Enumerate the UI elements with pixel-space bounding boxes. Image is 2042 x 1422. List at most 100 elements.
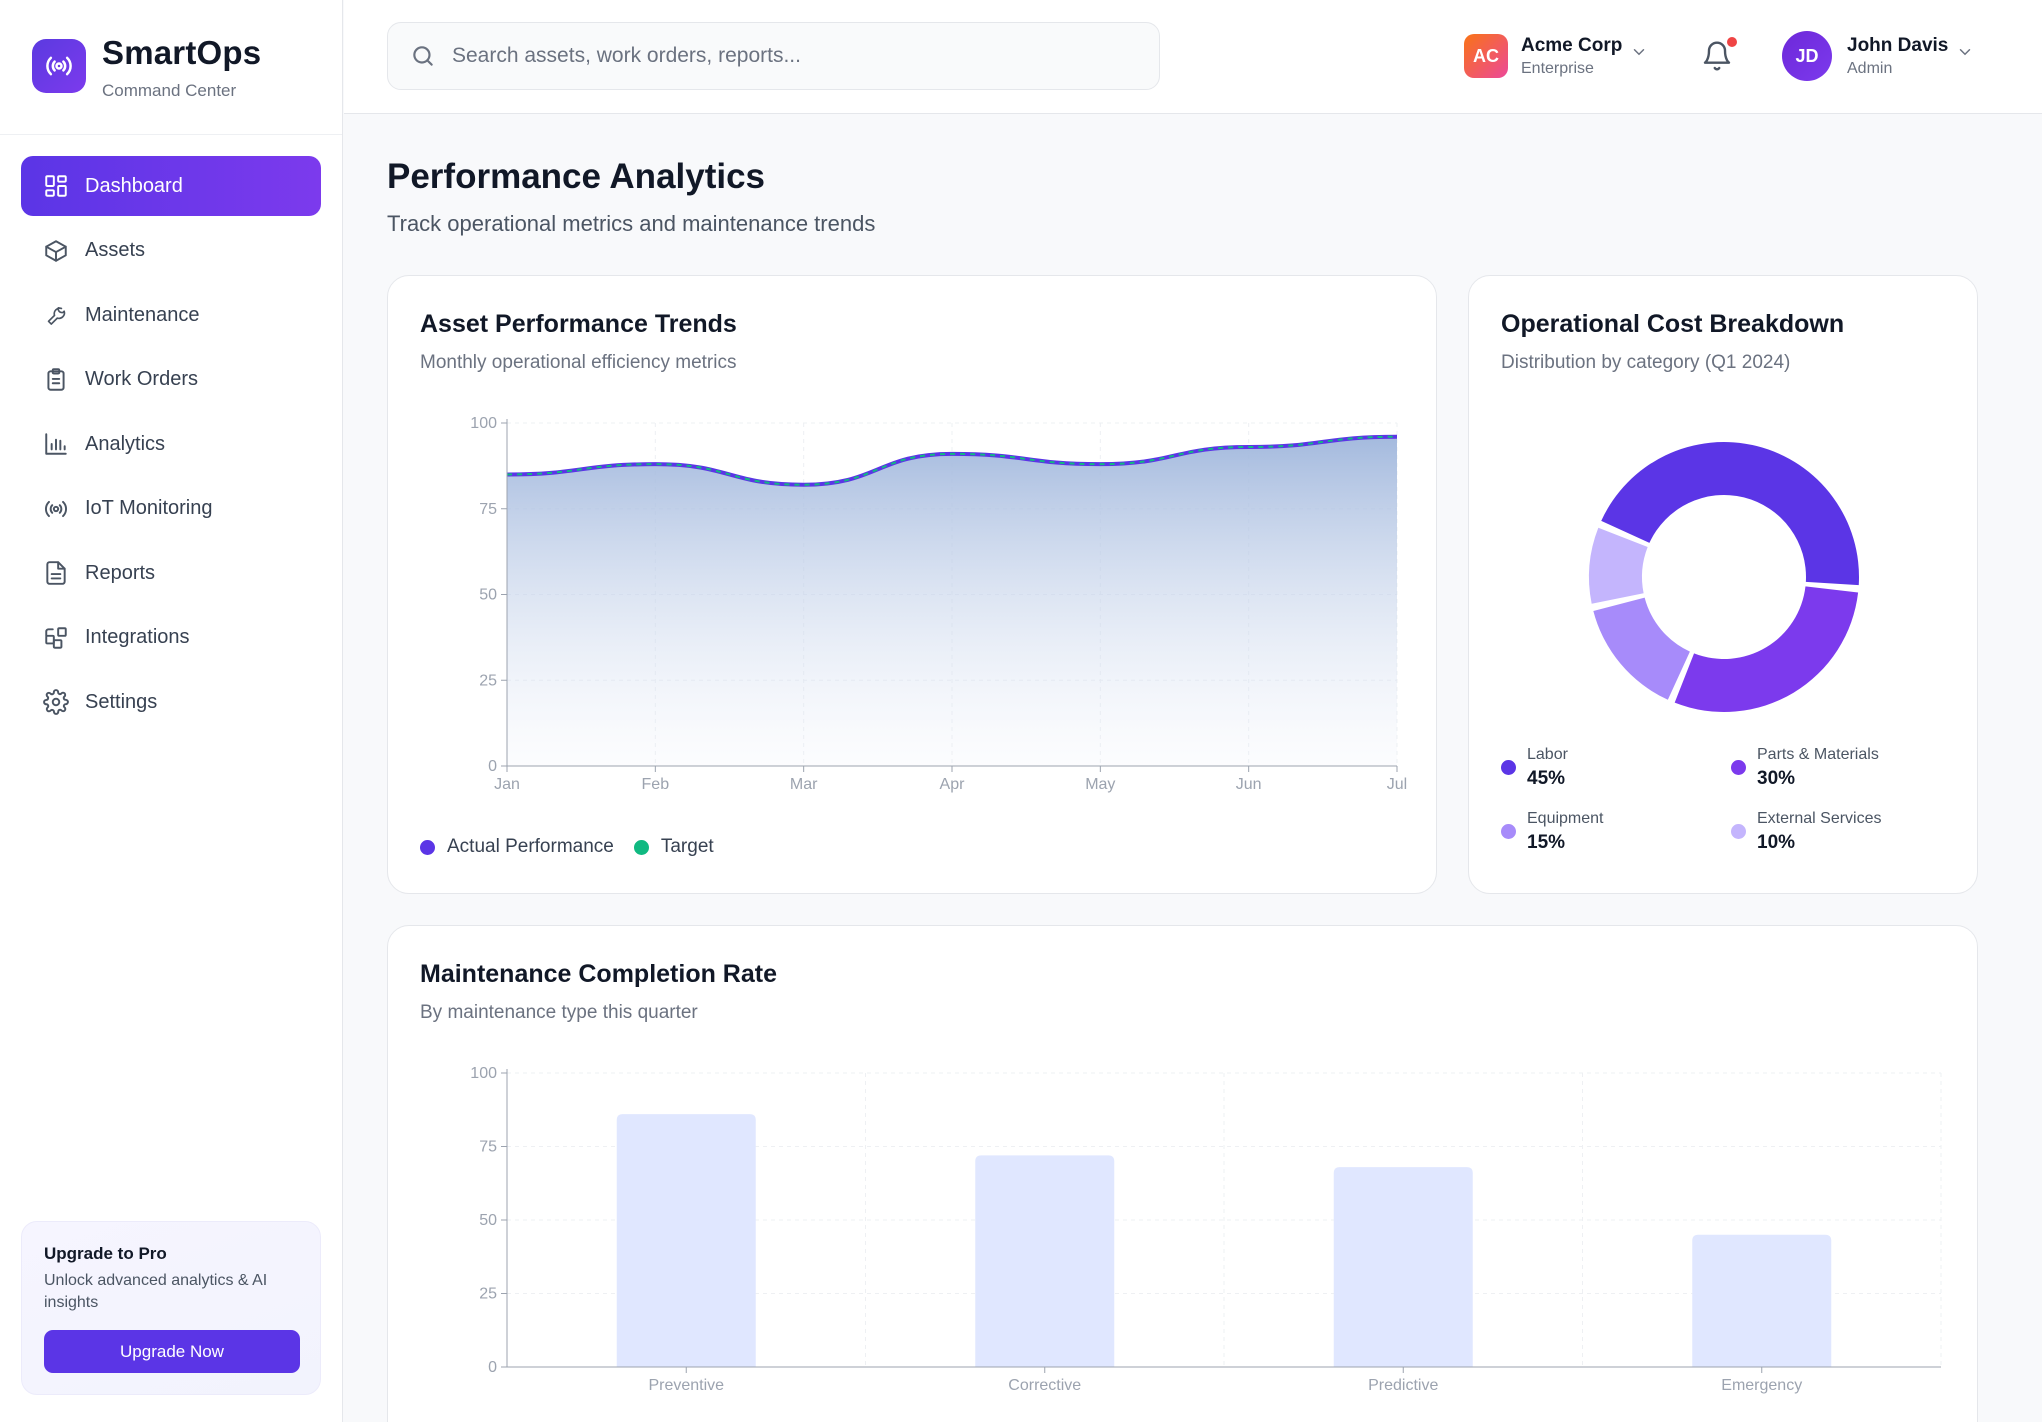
legend-label: External Services	[1757, 810, 1882, 827]
donut-slice-parts-materials	[1674, 586, 1859, 712]
sidebar-item-label: Work Orders	[85, 368, 198, 390]
search-input[interactable]	[452, 44, 1132, 68]
search-icon	[413, 46, 433, 66]
page-title: Performance Analytics	[387, 157, 766, 196]
legend-dot	[1501, 760, 1516, 775]
sidebar-item-label: Reports	[85, 561, 156, 584]
upgrade-title: Upgrade to Pro	[44, 1244, 167, 1263]
x-tick-label: Jul	[1387, 776, 1407, 793]
legend-item-actual[interactable]: Actual Performance	[420, 836, 614, 858]
x-tick-label: Corrective	[1008, 1377, 1081, 1394]
x-tick-label: May	[1085, 776, 1115, 793]
legend-label: Actual Performance	[447, 836, 614, 857]
brand-title: SmartOps	[102, 34, 262, 71]
bar-chart-icon	[43, 431, 69, 457]
y-tick-label: 75	[479, 501, 497, 518]
cost-donut-chart	[1589, 441, 1859, 712]
card-subtitle: Distribution by category (Q1 2024)	[1501, 352, 1791, 373]
y-tick-label: 50	[479, 1212, 497, 1229]
legend-value: 15%	[1527, 832, 1566, 853]
legend-item-target[interactable]: Target	[633, 836, 714, 858]
legend-label: Target	[660, 836, 714, 857]
brand: SmartOps Command Center	[0, 0, 342, 135]
donut-slice-equipment	[1593, 597, 1690, 700]
x-tick-label: Feb	[642, 776, 670, 793]
sidebar-item-settings[interactable]: Settings	[21, 672, 321, 732]
legend-item-external-services[interactable]: External Services 10%	[1731, 810, 1951, 854]
x-tick-label: Apr	[940, 776, 966, 793]
legend-dot	[420, 839, 435, 855]
legend-text: Parts & Materials 30%	[1757, 746, 1879, 790]
legend-dot	[1731, 760, 1746, 775]
bar-predictive	[1333, 1167, 1473, 1367]
box-icon	[43, 238, 69, 264]
legend-dot	[1501, 824, 1516, 839]
y-tick-label: 0	[488, 758, 497, 775]
sidebar-item-dashboard[interactable]: Dashboard	[21, 156, 321, 216]
donut-slice-labor	[1601, 441, 1859, 586]
legend-value: 30%	[1757, 768, 1796, 789]
broadcast-icon	[43, 496, 69, 522]
bar-emergency	[1692, 1234, 1832, 1367]
sidebar-item-label: Settings	[85, 690, 158, 713]
card-title: Operational Cost Breakdown	[1501, 310, 1845, 338]
sidebar-item-maintenance[interactable]: Maintenance	[21, 285, 321, 345]
broadcast-logo-icon[interactable]	[32, 39, 86, 93]
org-avatar: AC	[1464, 34, 1508, 78]
org-name: Acme Corp	[1521, 34, 1623, 56]
upgrade-card: Upgrade to Pro Unlock advanced analytics…	[21, 1221, 321, 1395]
upgrade-description: Unlock advanced analytics & AI insights	[44, 1272, 268, 1311]
donut-slice-external-services	[1589, 527, 1648, 604]
legend-dot	[633, 839, 649, 855]
legend-item-equipment[interactable]: Equipment 15%	[1501, 810, 1721, 854]
puzzle-icon	[43, 625, 69, 651]
performance-area-chart: 0 25 50 75 100 Jan Feb Mar Apr May Jun Jul	[470, 415, 1407, 793]
legend-item-parts-materials[interactable]: Parts & Materials 30%	[1731, 746, 1951, 790]
card-subtitle: By maintenance type this quarter	[420, 1002, 698, 1023]
y-tick-label: 25	[479, 672, 497, 689]
x-tick-label: Emergency	[1721, 1377, 1802, 1394]
gear-icon	[43, 689, 69, 715]
sidebar-item-integrations[interactable]: Integrations	[21, 608, 321, 668]
org-switcher[interactable]: AC Acme Corp Enterprise	[1464, 34, 1648, 78]
sidebar-item-label: Integrations	[85, 626, 190, 648]
sidebar-item-assets[interactable]: Assets	[21, 221, 321, 281]
card-title: Maintenance Completion Rate	[420, 960, 777, 988]
legend-item-labor[interactable]: Labor 45%	[1501, 746, 1721, 790]
dashboard-icon	[43, 173, 69, 199]
x-tick-label: Jan	[494, 776, 520, 793]
sidebar-item-work-orders[interactable]: Work Orders	[21, 350, 321, 410]
bar-corrective	[975, 1155, 1115, 1367]
y-tick-label: 75	[479, 1139, 497, 1156]
document-icon	[43, 560, 69, 586]
notification-badge	[1727, 37, 1737, 47]
user-name: John Davis	[1847, 34, 1949, 56]
sidebar-item-analytics[interactable]: Analytics	[21, 414, 321, 474]
legend-dot	[1731, 824, 1746, 839]
bell-icon[interactable]	[1701, 40, 1733, 72]
x-tick-label: Mar	[790, 776, 818, 793]
sidebar-item-label: IoT Monitoring	[85, 497, 213, 519]
y-tick-label: 50	[479, 587, 497, 604]
search-bar[interactable]	[387, 22, 1160, 90]
x-tick-label: Preventive	[648, 1377, 724, 1394]
user-role: Admin	[1847, 59, 1893, 77]
legend-label: Equipment	[1527, 810, 1604, 827]
x-tick-label: Predictive	[1368, 1377, 1438, 1394]
org-text: Acme Corp Enterprise	[1521, 35, 1622, 78]
legend-text: Labor 45%	[1527, 746, 1568, 790]
y-tick-label: 100	[470, 1065, 497, 1082]
sidebar: SmartOps Command Center Dashboard Assets M…	[0, 0, 343, 1422]
chart-legend: Actual Performance Target	[420, 836, 734, 858]
legend-value: 45%	[1527, 768, 1566, 789]
wrench-icon	[43, 302, 69, 328]
chevron-down-icon	[1634, 49, 1645, 56]
sidebar-nav: Dashboard Assets Maintenance Work Orders Ana…	[21, 156, 321, 737]
sidebar-item-iot-monitoring[interactable]: IoT Monitoring	[21, 479, 321, 539]
legend-text: Equipment 15%	[1527, 810, 1604, 854]
sidebar-item-reports[interactable]: Reports	[21, 543, 321, 603]
upgrade-now-button[interactable]: Upgrade Now	[44, 1330, 300, 1373]
sidebar-item-label: Assets	[85, 239, 146, 261]
user-menu[interactable]: JD John Davis Admin	[1782, 31, 1974, 81]
y-tick-label: 25	[479, 1286, 497, 1303]
